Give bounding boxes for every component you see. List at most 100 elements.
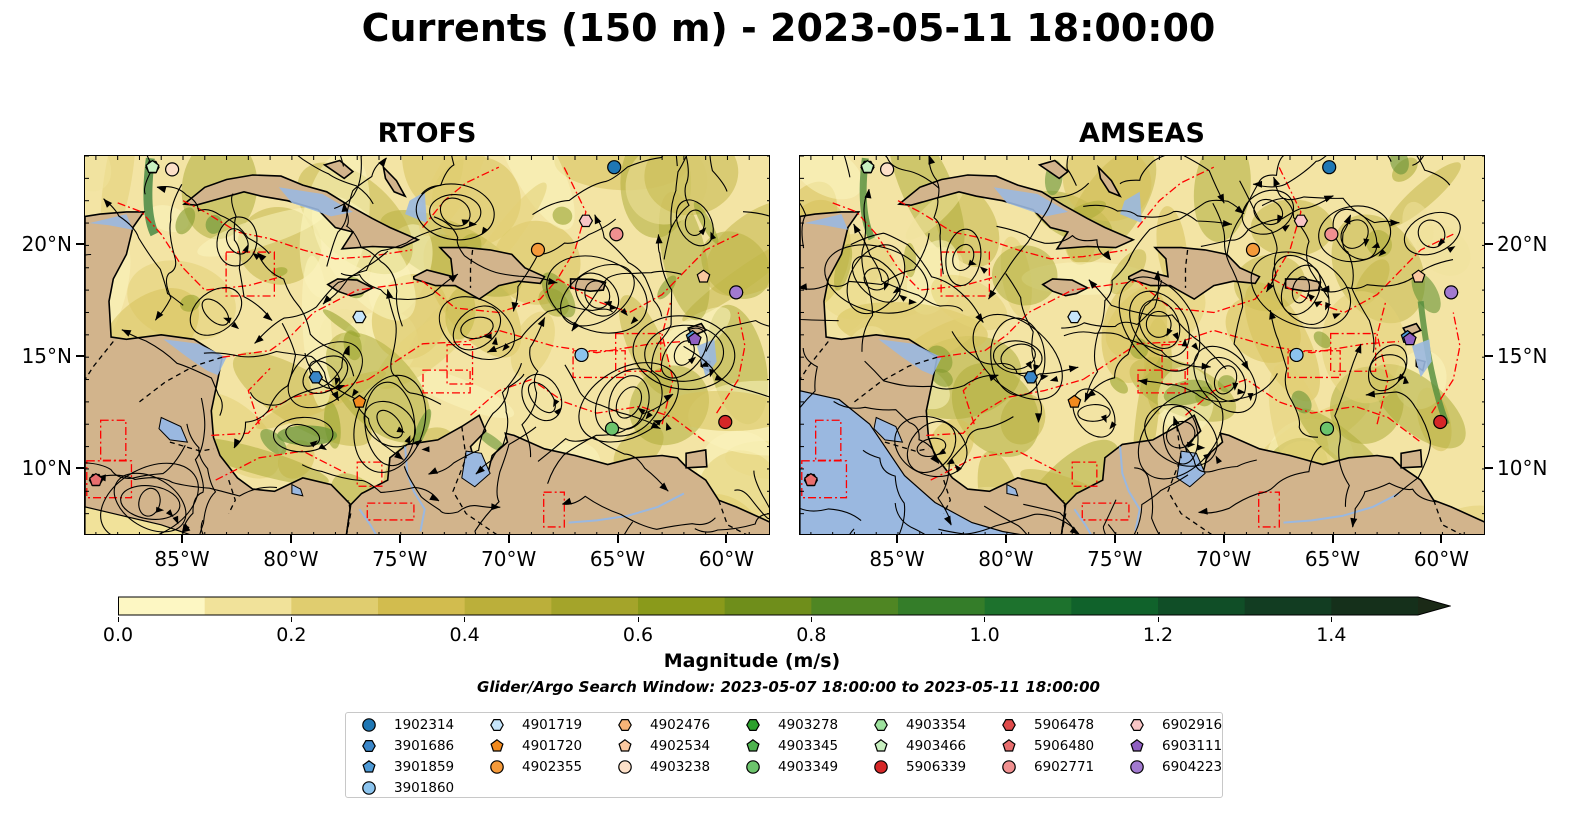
- hexagon-marker-icon: [1130, 719, 1144, 731]
- float-marker-3901686: [308, 371, 323, 384]
- amseas-panel-title: AMSEAS: [1079, 118, 1205, 149]
- colorbar-tick-label: 0.2: [276, 624, 307, 646]
- circle-marker-icon: [362, 718, 376, 732]
- colorbar-bin: [291, 597, 379, 615]
- colorbar-tick-label: 1.4: [1316, 624, 1347, 646]
- float-marker-4902534: [1411, 269, 1426, 283]
- circle-marker-icon: [1002, 760, 1016, 774]
- float-marker-4902355: [530, 242, 546, 257]
- float-marker-5906339: [1433, 414, 1448, 430]
- float-marker-6902916: [578, 214, 594, 228]
- float-marker-3901860: [1289, 347, 1304, 363]
- legend-item-label: 4902534: [650, 738, 711, 754]
- colorbar-tick: [464, 617, 466, 622]
- colorbar-tick-label: 0.0: [102, 624, 134, 646]
- hexagon-marker-icon: [490, 719, 504, 731]
- x-major-tick: [289, 535, 292, 543]
- x-tick-label: 80°W: [978, 547, 1034, 571]
- y-tick-label: 10°N: [1497, 455, 1548, 480]
- float-marker-6903111: [687, 332, 702, 346]
- circle-marker-icon: [490, 760, 504, 774]
- x-major-tick: [1222, 535, 1225, 543]
- float-marker-4901719: [1067, 310, 1082, 324]
- hexagon-marker-icon: [746, 719, 760, 731]
- legend-item-label: 5906478: [1034, 717, 1095, 733]
- float-marker-6904223: [1444, 285, 1459, 300]
- figure-title: Currents (150 m) - 2023-05-11 18:00:00: [361, 6, 1216, 50]
- pentagon-marker-icon: [874, 739, 888, 752]
- float-marker-6904223: [729, 285, 744, 300]
- float-marker-4901719: [352, 310, 367, 324]
- float-marker-4903466: [860, 159, 875, 173]
- colorbar-tick: [1157, 617, 1159, 622]
- float-marker-4901720: [352, 394, 367, 408]
- streamline-arrows: [96, 158, 724, 534]
- circle-marker-icon: [874, 760, 888, 774]
- legend-item-label: 6902916: [1162, 717, 1223, 733]
- colorbar-bin: [1244, 597, 1332, 615]
- float-marker-5906480: [803, 472, 818, 486]
- colorbar-tick: [1330, 617, 1332, 622]
- float-marker-3901860: [574, 347, 589, 363]
- colorbar-bin: [378, 597, 466, 615]
- colorbar-tick-label: 1.0: [969, 624, 1000, 646]
- x-major-tick: [1113, 535, 1116, 543]
- colorbar-bin: [1158, 597, 1246, 615]
- float-markers: [803, 159, 1459, 487]
- colorbar-tick-label: 1.2: [1142, 624, 1174, 646]
- x-major-tick: [1004, 535, 1007, 543]
- x-tick-label: 65°W: [1304, 547, 1361, 571]
- y-tick-label: 15°N: [21, 344, 72, 369]
- float-legend: 1902314 3901686 3901859 3901860 4901719 49017…: [345, 712, 1223, 798]
- legend-item-label: 4903345: [778, 738, 839, 754]
- float-marker-4903466: [145, 159, 160, 173]
- x-tick-label: 75°W: [1087, 547, 1143, 571]
- x-tick-label: 75°W: [372, 547, 428, 571]
- float-marker-6903111: [1402, 332, 1417, 346]
- legend-item-label: 6903111: [1162, 738, 1223, 754]
- legend-item-label: 4903354: [906, 717, 967, 733]
- x-major-tick: [616, 535, 619, 543]
- y-major-tick: [76, 243, 84, 246]
- y-major-tick: [1485, 466, 1493, 469]
- current-streamlines: [800, 156, 1461, 534]
- float-marker-4901720: [1067, 394, 1082, 408]
- legend-item-label: 4903349: [778, 759, 839, 775]
- hexagon-marker-icon: [874, 719, 888, 731]
- circle-marker-icon: [618, 760, 632, 774]
- hexagon-marker-icon: [618, 719, 632, 731]
- legend-item-label: 1902314: [394, 717, 455, 733]
- legend-item-label: 4902476: [650, 717, 711, 733]
- legend-item-label: 6904223: [1162, 759, 1223, 775]
- colorbar-bin: [1331, 597, 1419, 615]
- x-major-tick: [725, 535, 728, 543]
- colorbar-bin: [638, 597, 726, 615]
- y-tick-label: 20°N: [21, 232, 72, 257]
- circle-marker-icon: [1130, 760, 1144, 774]
- eez-boundaries: [801, 166, 1461, 528]
- float-marker-4903349: [604, 421, 620, 436]
- legend-item-label: 4901719: [522, 717, 583, 733]
- x-tick-label: 85°W: [869, 547, 925, 571]
- colorbar-tick-label: 0.4: [449, 624, 480, 646]
- pentagon-marker-icon: [362, 760, 376, 773]
- y-tick-label: 15°N: [1497, 344, 1548, 369]
- current-streamlines: [85, 156, 769, 534]
- float-marker-5906339: [718, 414, 733, 430]
- x-major-tick: [507, 535, 510, 543]
- x-tick-label: 80°W: [263, 547, 319, 571]
- float-marker-1902314: [607, 160, 622, 175]
- magnitude-colorbar: [118, 596, 1451, 616]
- land-masses: [85, 159, 769, 534]
- pentagon-marker-icon: [1002, 739, 1016, 752]
- legend-item-label: 4902355: [522, 759, 583, 775]
- pentagon-marker-icon: [618, 739, 632, 752]
- colorbar-tick: [290, 617, 292, 622]
- legend-item-label: 4903238: [650, 759, 711, 775]
- legend-item-label: 5906480: [1034, 738, 1095, 754]
- circle-marker-icon: [362, 781, 376, 795]
- pentagon-marker-icon: [746, 739, 760, 752]
- colorbar-title: Magnitude (m/s): [663, 650, 841, 672]
- map-canvas: [85, 156, 769, 534]
- x-major-tick: [1331, 535, 1334, 543]
